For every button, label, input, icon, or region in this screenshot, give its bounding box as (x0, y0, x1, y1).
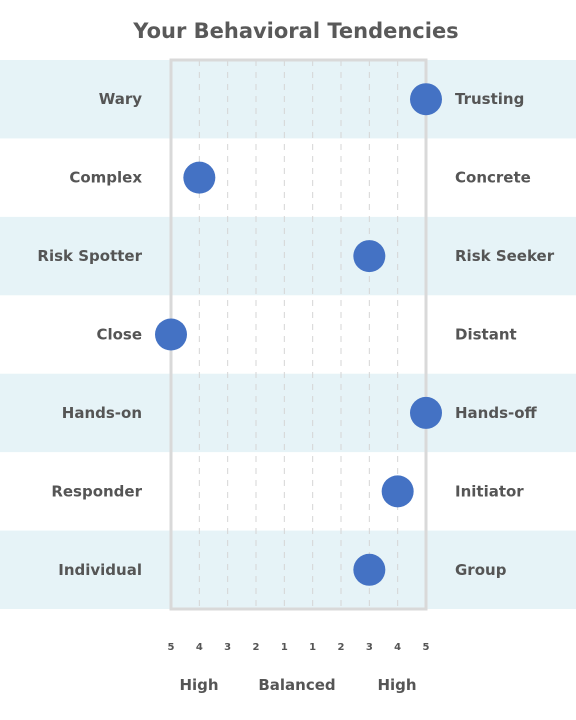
row-label-left: Risk Spotter (37, 247, 142, 265)
tick-label: 2 (338, 642, 345, 653)
row-label-right: Initiator (455, 482, 524, 500)
scale-label-right: High (377, 676, 416, 694)
row-label-right: Group (455, 561, 507, 579)
row-label-left: Hands-on (62, 404, 142, 422)
gridlines (198, 60, 399, 609)
row-label-right: Distant (455, 326, 517, 344)
tick-label: 3 (366, 642, 373, 653)
row-label-right: Trusting (455, 90, 524, 108)
row-band (0, 373, 576, 453)
row-label-right: Risk Seeker (455, 247, 555, 265)
row-labels: Wary Trusting Complex Concrete Risk Spotter R… (37, 90, 554, 579)
data-point (410, 396, 442, 429)
row-band (0, 60, 576, 139)
tick-label: 4 (394, 642, 401, 653)
data-point (381, 475, 414, 508)
tick-label: 5 (168, 642, 175, 653)
row-band (0, 530, 576, 609)
data-point (410, 83, 442, 116)
data-point (353, 553, 386, 586)
data-point (183, 161, 216, 194)
chart-title: Your Behavioral Tendencies (132, 19, 458, 43)
row-label-left: Responder (51, 482, 142, 500)
tick-label: 2 (253, 642, 260, 653)
tick-label: 3 (224, 642, 231, 653)
tick-label: 1 (309, 642, 316, 653)
data-point (155, 318, 187, 351)
row-bands (0, 60, 576, 609)
tick-labels: 5 4 3 2 1 1 2 3 4 5 (168, 642, 430, 653)
row-label-left: Close (96, 326, 142, 344)
row-label-right: Hands-off (455, 404, 538, 422)
scale-label-center: Balanced (258, 676, 335, 694)
row-label-left: Complex (69, 169, 142, 187)
row-band (0, 216, 576, 296)
row-label-right: Concrete (455, 169, 531, 187)
data-point (353, 240, 386, 273)
scale-label-left: High (179, 676, 218, 694)
data-points (155, 83, 442, 586)
tick-label: 1 (281, 642, 288, 653)
row-label-left: Individual (58, 561, 142, 579)
scale-frame (169, 58, 428, 611)
tick-label: 5 (423, 642, 430, 653)
row-label-left: Wary (99, 90, 143, 108)
tick-label: 4 (196, 642, 203, 653)
